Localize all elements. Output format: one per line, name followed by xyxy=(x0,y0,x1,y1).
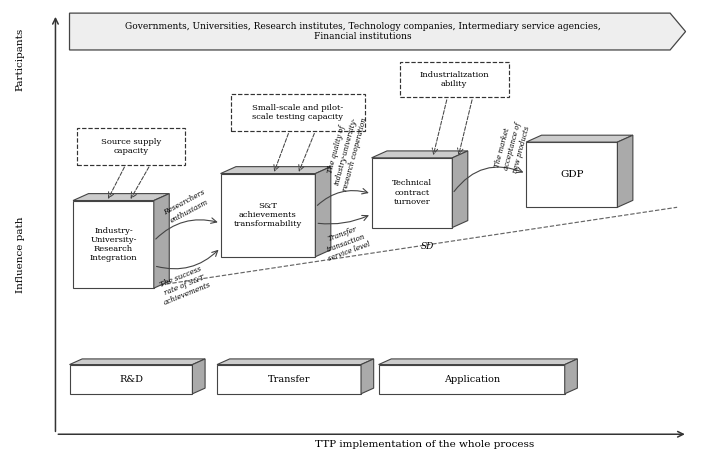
Polygon shape xyxy=(154,194,169,288)
Polygon shape xyxy=(617,135,633,207)
Text: Participants: Participants xyxy=(16,27,25,91)
Text: The quality of
industry-university-
research cooperation: The quality of industry-university- rese… xyxy=(323,111,368,192)
Polygon shape xyxy=(452,151,468,228)
Text: TTP implementation of the whole process: TTP implementation of the whole process xyxy=(314,440,534,449)
Text: R&D: R&D xyxy=(119,374,143,384)
Text: Industrialization
ability: Industrialization ability xyxy=(419,71,489,88)
Polygon shape xyxy=(69,13,685,50)
Polygon shape xyxy=(69,359,205,364)
Bar xyxy=(76,128,185,165)
Polygon shape xyxy=(372,151,468,158)
Text: Source supply
capacity: Source supply capacity xyxy=(101,137,161,155)
Bar xyxy=(231,94,365,131)
Text: Governments, Universities, Research institutes, Technology companies, Intermedia: Governments, Universities, Research inst… xyxy=(125,22,600,41)
Text: Transfer: Transfer xyxy=(268,374,310,384)
Polygon shape xyxy=(565,359,578,394)
Text: Application: Application xyxy=(444,374,500,384)
Bar xyxy=(399,62,508,97)
Polygon shape xyxy=(372,158,452,228)
Polygon shape xyxy=(217,364,361,394)
Text: Industry-
University-
Research
Integration: Industry- University- Research Integrati… xyxy=(90,227,137,262)
Text: Technical
contract
turnover: Technical contract turnover xyxy=(392,179,432,206)
Polygon shape xyxy=(73,194,169,201)
Polygon shape xyxy=(379,359,578,364)
Polygon shape xyxy=(526,142,617,207)
Polygon shape xyxy=(361,359,374,394)
Polygon shape xyxy=(217,359,374,364)
Text: S&T
achievements
transformability: S&T achievements transformability xyxy=(234,202,302,228)
Polygon shape xyxy=(379,364,565,394)
Text: Researchers
enthusiasm: Researchers enthusiasm xyxy=(163,188,211,225)
Text: SD: SD xyxy=(421,242,434,251)
Text: The success
rate of S&T
achievements: The success rate of S&T achievements xyxy=(156,263,212,307)
Polygon shape xyxy=(220,167,331,173)
Text: Small-scale and pilot-
scale testing capacity: Small-scale and pilot- scale testing cap… xyxy=(252,104,343,121)
Polygon shape xyxy=(73,201,154,288)
Polygon shape xyxy=(69,364,193,394)
Polygon shape xyxy=(220,173,315,257)
Text: Influence path: Influence path xyxy=(16,216,25,293)
Text: Transfer
transaction
service level: Transfer transaction service level xyxy=(320,223,371,263)
Text: The market
acceptance of
new products: The market acceptance of new products xyxy=(493,119,531,173)
Polygon shape xyxy=(526,135,633,142)
Polygon shape xyxy=(315,167,331,257)
Polygon shape xyxy=(193,359,205,394)
Text: GDP: GDP xyxy=(560,170,583,179)
